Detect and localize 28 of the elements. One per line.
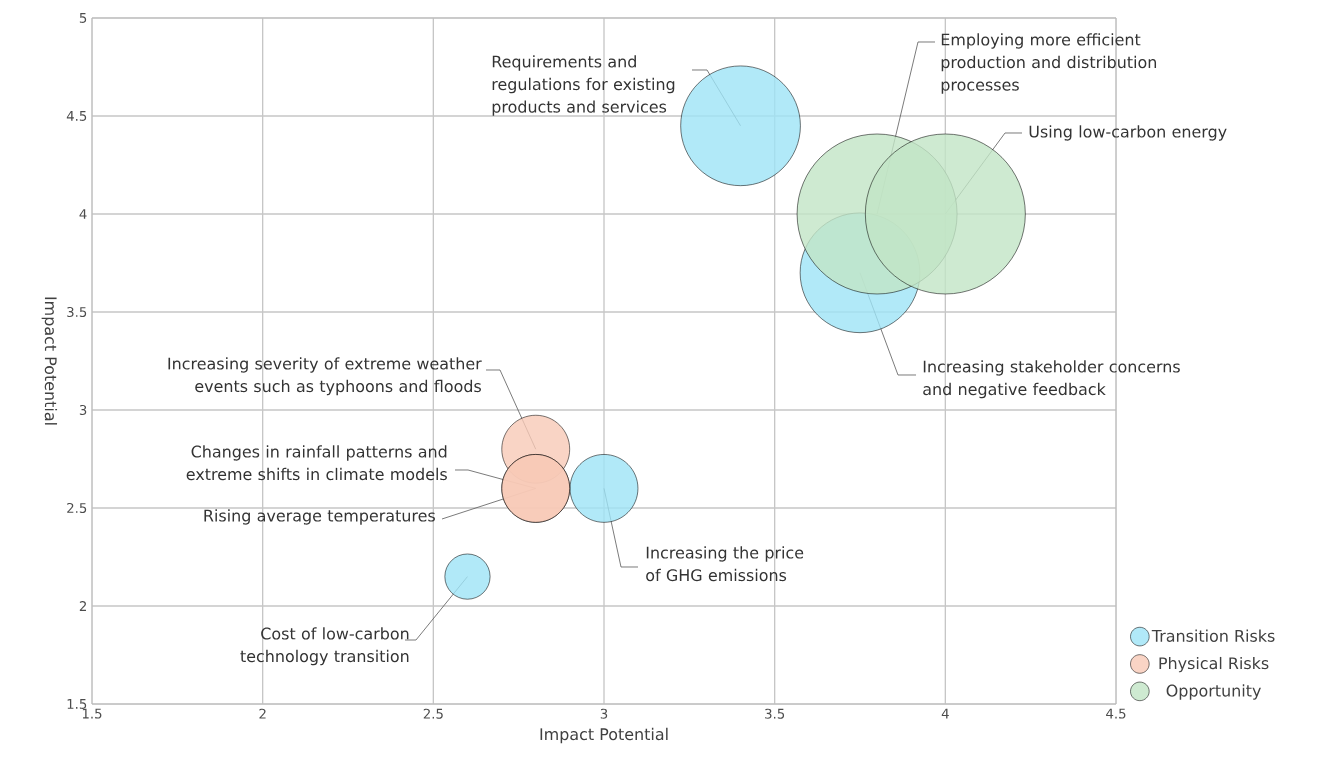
annotation: Rising average temperatures xyxy=(204,509,435,525)
y-axis-title: Impact Potential xyxy=(41,297,58,425)
y-tick-label: 4 xyxy=(79,209,87,219)
x-tick-label: 2.5 xyxy=(423,708,443,719)
y-tick-label: 1.5 xyxy=(67,699,87,709)
legend-label: Opportunity xyxy=(1166,684,1261,700)
y-tick-label: 3 xyxy=(79,404,87,416)
annotation: Cost of low-carbon technology transition xyxy=(240,627,409,666)
x-tick-label: 3.5 xyxy=(765,708,785,719)
annotation: Employing more efficient production and distribution processes xyxy=(941,33,1157,94)
annotation: Increasing severity of extreme weather events such as typhoons and floods xyxy=(168,357,482,396)
x-tick-label: 2 xyxy=(259,708,266,719)
x-tick-label: 4.5 xyxy=(1106,708,1126,719)
legend-label: Transition Risks xyxy=(1151,629,1275,642)
annotation: Increasing stakeholder concerns and negative feedback xyxy=(923,360,1180,399)
annotation: Requirements and regulations for existing products and services xyxy=(492,55,675,116)
y-tick-label: 3.5 xyxy=(67,306,87,318)
annotation: Increasing the price of GHG emissions xyxy=(646,546,804,582)
y-tick-label: 2 xyxy=(79,601,86,611)
x-tick-label: 3 xyxy=(600,708,608,719)
y-tick-label: 4.5 xyxy=(66,111,87,121)
annotation: Using low-carbon energy xyxy=(1029,125,1227,141)
x-axis-title: Impact Potential xyxy=(540,727,668,744)
y-tick-label: 2.5 xyxy=(67,502,87,514)
annotation: Changes in rainfall patterns and extreme shifts in climate models xyxy=(186,445,447,481)
y-tick-label: 5 xyxy=(79,13,87,23)
legend-label: Physical Risks xyxy=(1159,656,1269,673)
x-tick-label: 4 xyxy=(941,708,949,719)
